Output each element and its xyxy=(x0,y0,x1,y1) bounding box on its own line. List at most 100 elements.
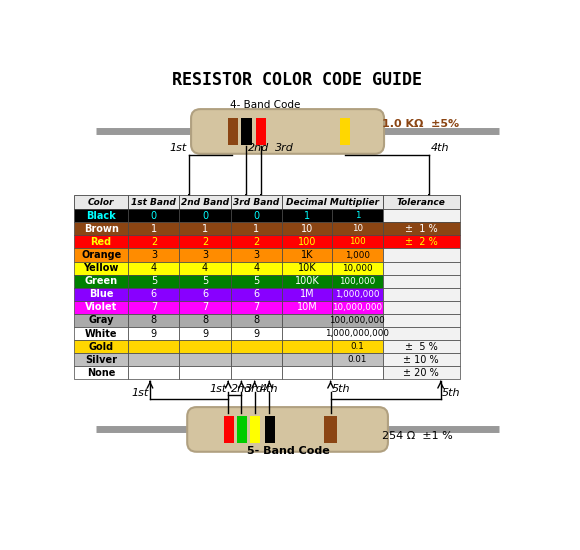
Bar xyxy=(179,235,231,249)
Text: Green: Green xyxy=(85,276,118,286)
Text: 4th: 4th xyxy=(430,143,449,153)
Text: 3: 3 xyxy=(202,250,208,260)
Bar xyxy=(282,262,332,274)
Text: 1,000: 1,000 xyxy=(345,251,370,260)
Bar xyxy=(128,209,179,222)
Bar xyxy=(382,195,460,209)
Bar xyxy=(74,353,128,366)
Bar xyxy=(231,314,282,327)
Bar xyxy=(74,262,128,274)
Text: 10K: 10K xyxy=(298,263,316,273)
Bar xyxy=(282,235,332,249)
Bar xyxy=(179,274,231,288)
Text: 3rd: 3rd xyxy=(245,384,264,394)
Text: 4: 4 xyxy=(151,263,157,273)
Bar xyxy=(231,209,282,222)
Text: Yellow: Yellow xyxy=(84,263,119,273)
Text: 5- Band Code: 5- Band Code xyxy=(246,446,329,456)
Text: 0: 0 xyxy=(151,211,157,221)
Text: 10M: 10M xyxy=(296,302,317,312)
Bar xyxy=(74,301,128,314)
Bar xyxy=(332,301,382,314)
Bar xyxy=(231,353,282,366)
Bar xyxy=(332,340,382,353)
Bar xyxy=(382,262,460,274)
Bar xyxy=(227,118,238,145)
Text: 0: 0 xyxy=(202,211,208,221)
Text: 1st: 1st xyxy=(209,384,227,394)
Text: 7: 7 xyxy=(202,302,208,312)
Text: 6: 6 xyxy=(253,289,259,299)
Bar xyxy=(231,366,282,379)
Text: Brown: Brown xyxy=(84,224,119,234)
Bar xyxy=(382,301,460,314)
Bar xyxy=(382,353,460,366)
Bar xyxy=(282,366,332,379)
Bar xyxy=(332,249,382,262)
Text: 2: 2 xyxy=(253,237,259,247)
Text: 10: 10 xyxy=(351,224,363,233)
Bar xyxy=(332,366,382,379)
Bar xyxy=(128,222,179,235)
Text: Violet: Violet xyxy=(85,302,117,312)
Text: ±  5 %: ± 5 % xyxy=(405,342,438,351)
Bar xyxy=(382,314,460,327)
Bar xyxy=(282,209,332,222)
Bar xyxy=(128,288,179,301)
Bar xyxy=(231,235,282,249)
Text: 100,000,000: 100,000,000 xyxy=(329,316,385,325)
Text: 2nd: 2nd xyxy=(231,384,252,394)
Text: 6: 6 xyxy=(151,289,157,299)
Bar xyxy=(231,288,282,301)
FancyBboxPatch shape xyxy=(191,109,384,154)
Bar xyxy=(340,118,350,145)
Bar xyxy=(282,314,332,327)
Text: 10,000: 10,000 xyxy=(342,263,372,273)
Bar xyxy=(179,249,231,262)
Text: 1,000,000,000: 1,000,000,000 xyxy=(325,329,389,338)
Bar xyxy=(128,301,179,314)
Text: 100K: 100K xyxy=(295,276,320,286)
Bar xyxy=(231,195,282,209)
Bar xyxy=(382,288,460,301)
Bar xyxy=(179,209,231,222)
Bar xyxy=(282,249,332,262)
Text: 5th: 5th xyxy=(442,388,461,398)
Text: 7: 7 xyxy=(151,302,157,312)
Bar xyxy=(382,249,460,262)
Text: 5: 5 xyxy=(202,276,208,286)
Bar xyxy=(264,416,275,443)
Bar xyxy=(128,235,179,249)
Text: Gold: Gold xyxy=(89,342,114,351)
Bar xyxy=(231,301,282,314)
Bar xyxy=(179,340,231,353)
Bar xyxy=(231,262,282,274)
Bar xyxy=(231,274,282,288)
Text: 1st Band: 1st Band xyxy=(132,198,176,207)
Text: Tolerance: Tolerance xyxy=(397,198,445,207)
Text: 8: 8 xyxy=(151,316,157,326)
Text: 1: 1 xyxy=(202,224,208,234)
Bar xyxy=(382,209,460,222)
Bar xyxy=(282,288,332,301)
Text: ±  1 %: ± 1 % xyxy=(405,224,437,234)
Text: ± 20 %: ± 20 % xyxy=(403,368,439,378)
Text: 4: 4 xyxy=(202,263,208,273)
Text: 0: 0 xyxy=(253,211,259,221)
Text: 1K: 1K xyxy=(300,250,313,260)
Bar xyxy=(74,366,128,379)
Bar xyxy=(128,249,179,262)
Bar xyxy=(74,314,128,327)
Bar xyxy=(282,222,332,235)
Text: 8: 8 xyxy=(253,316,259,326)
Text: Gray: Gray xyxy=(88,316,114,326)
Bar xyxy=(332,274,382,288)
Bar xyxy=(74,249,128,262)
Bar xyxy=(179,327,231,340)
Bar xyxy=(179,288,231,301)
Bar xyxy=(74,209,128,222)
Bar xyxy=(332,327,382,340)
Text: 10,000,000: 10,000,000 xyxy=(332,303,382,312)
Text: 1st: 1st xyxy=(131,388,148,398)
Bar xyxy=(128,274,179,288)
